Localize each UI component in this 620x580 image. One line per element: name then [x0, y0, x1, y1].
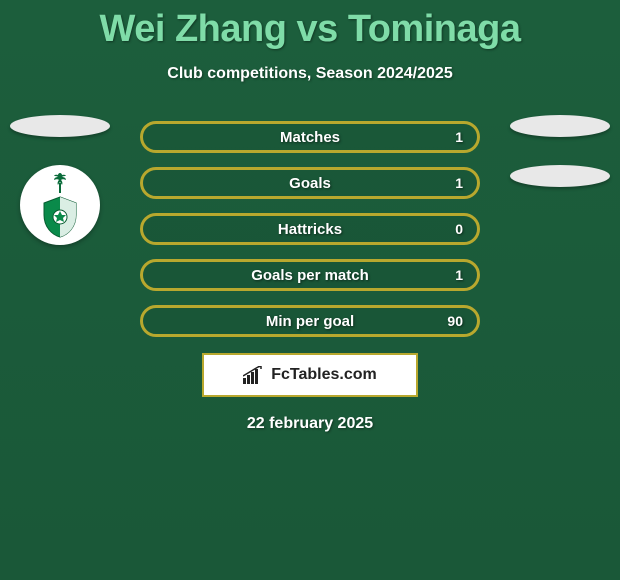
date-label: 22 february 2025 — [0, 415, 620, 433]
palm-tree-icon — [48, 171, 72, 195]
stat-label: Goals per match — [251, 267, 369, 284]
stat-value: 1 — [455, 175, 463, 191]
stat-value: 1 — [455, 267, 463, 283]
player-left-column — [10, 115, 110, 245]
player-right-column — [510, 115, 610, 187]
comparison-content: Matches 1 Goals 1 Hattricks 0 Goals per … — [0, 121, 620, 433]
stat-row-goals-per-match: Goals per match 1 — [140, 259, 480, 291]
page-title: Wei Zhang vs Tominaga — [0, 0, 620, 51]
placeholder-ellipse — [10, 115, 110, 137]
stat-row-hattricks: Hattricks 0 — [140, 213, 480, 245]
stat-value: 90 — [447, 313, 463, 329]
bar-chart-icon — [243, 366, 265, 384]
stat-row-goals: Goals 1 — [140, 167, 480, 199]
brand-box[interactable]: FcTables.com — [202, 353, 418, 397]
stat-label: Goals — [289, 175, 331, 192]
stat-row-min-per-goal: Min per goal 90 — [140, 305, 480, 337]
stat-label: Hattricks — [278, 221, 342, 238]
stats-rows: Matches 1 Goals 1 Hattricks 0 Goals per … — [140, 121, 480, 337]
stat-row-matches: Matches 1 — [140, 121, 480, 153]
placeholder-ellipse — [510, 115, 610, 137]
subtitle: Club competitions, Season 2024/2025 — [0, 65, 620, 83]
shield-icon — [38, 195, 82, 239]
club-logo-left — [20, 165, 100, 245]
stat-label: Min per goal — [266, 313, 354, 330]
stat-value: 1 — [455, 129, 463, 145]
brand-label: FcTables.com — [271, 366, 377, 384]
stat-value: 0 — [455, 221, 463, 237]
placeholder-ellipse — [510, 165, 610, 187]
stat-label: Matches — [280, 129, 340, 146]
